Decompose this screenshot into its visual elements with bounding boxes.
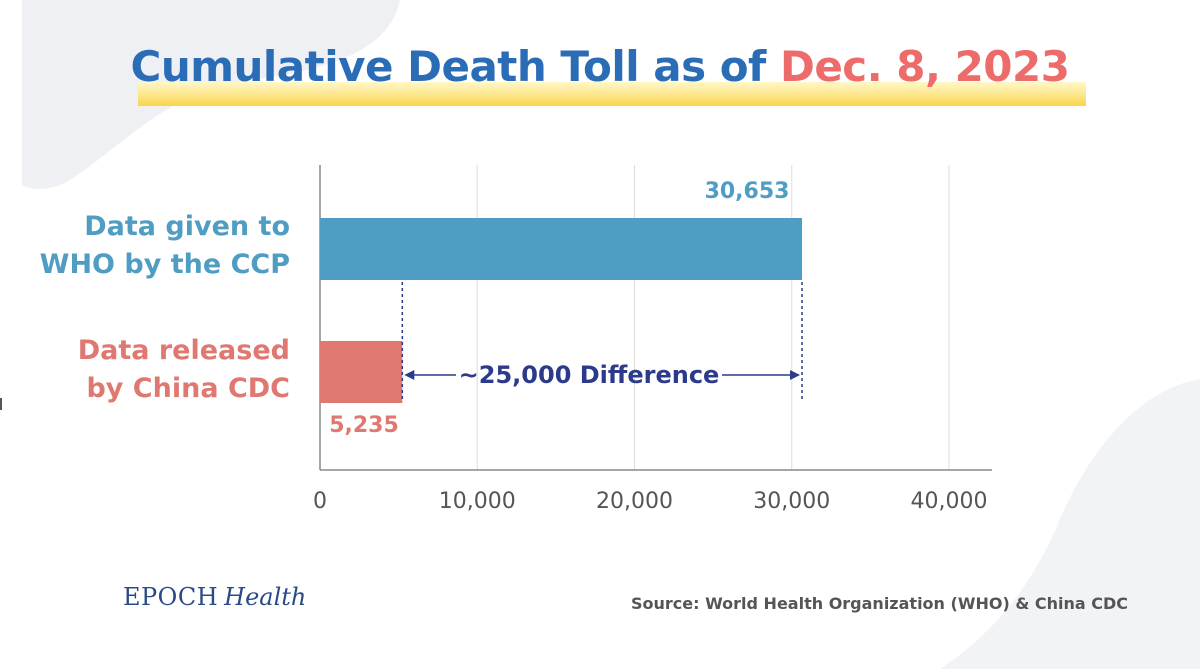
value-label-cdc: 5,235 xyxy=(329,413,399,438)
category-label-cdc-line2: by China CDC xyxy=(86,373,290,404)
category-label-who-line1: Data given to xyxy=(84,211,290,242)
title-main: Cumulative Death Toll as of xyxy=(130,42,780,91)
x-tick-label-2: 20,000 xyxy=(596,489,673,514)
difference-label: ~25,000 Difference xyxy=(459,361,720,389)
category-label-cdc-line1: Data released xyxy=(77,335,290,366)
brand-health: Health xyxy=(224,583,307,611)
title-highlight xyxy=(138,82,1086,106)
x-tick-label-4: 40,000 xyxy=(911,489,988,514)
x-tick-label-3: 30,000 xyxy=(753,489,830,514)
category-label-cdc: Data released by China CDC xyxy=(78,332,290,408)
x-tick-label-1: 10,000 xyxy=(439,489,516,514)
brand-epoch: EPOCH xyxy=(123,583,219,611)
chart-title: Cumulative Death Toll as of Dec. 8, 2023 xyxy=(131,42,1070,91)
bar-cdc xyxy=(320,341,403,403)
brand-logo: EPOCH Health xyxy=(123,583,306,611)
x-tick-label-0: 0 xyxy=(313,489,327,514)
title-container: Cumulative Death Toll as of Dec. 8, 2023 xyxy=(0,42,1200,91)
title-date: Dec. 8, 2023 xyxy=(779,42,1070,91)
background-shape-top-left xyxy=(22,0,400,189)
bar-who xyxy=(320,218,803,280)
value-label-who: 30,653 xyxy=(705,179,790,204)
source-note: Source: World Health Organization (WHO) … xyxy=(630,594,1128,613)
background-shape-bottom-right xyxy=(940,379,1200,669)
edge-tick xyxy=(0,398,2,410)
category-label-who: Data given to WHO by the CCP xyxy=(40,208,290,284)
difference-arrowhead-left xyxy=(404,370,415,380)
difference-arrowhead-right xyxy=(790,370,801,380)
category-label-who-line2: WHO by the CCP xyxy=(39,249,290,280)
